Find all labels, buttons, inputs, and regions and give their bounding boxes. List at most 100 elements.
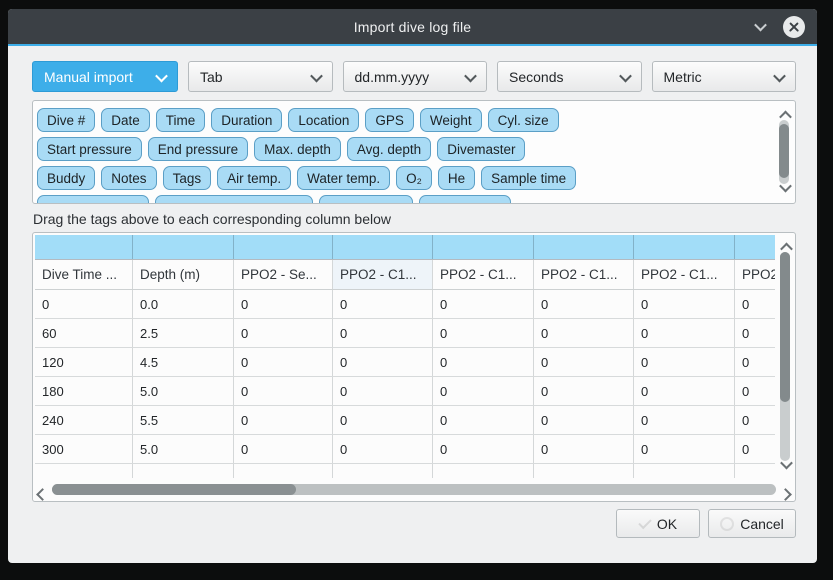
scroll-right-icon[interactable] <box>779 486 792 501</box>
drag-tag[interactable]: Weight <box>419 108 482 132</box>
table-cell: 0 <box>534 435 634 463</box>
cancel-button-label: Cancel <box>740 515 784 532</box>
drag-tag[interactable]: Air temp. <box>217 166 292 190</box>
drag-tag[interactable]: GPS <box>365 108 414 132</box>
scroll-left-icon[interactable] <box>36 486 49 501</box>
scroll-down-icon[interactable] <box>779 179 792 197</box>
table-cell: 0 <box>534 290 634 318</box>
drag-tag[interactable] <box>37 195 149 203</box>
table-cell: 0 <box>634 348 735 376</box>
drag-tag[interactable]: Water temp. <box>297 166 391 190</box>
column-header-cell: Depth (m) <box>133 260 234 289</box>
drag-tag[interactable] <box>319 195 413 203</box>
import-settings-row: Manual import Tab dd.mm.yyyy Seconds Met… <box>32 61 796 92</box>
drag-tag[interactable]: Cyl. size <box>487 108 559 132</box>
table-body: 0 0.0 0 0 0 0 0 0 60 2.5 0 0 0 0 0 0 120 4.5 0 0 0 0 0 0 180 5.0 0… <box>35 290 775 478</box>
import-dive-log-dialog: Import dive log file Manual import Tab d… <box>8 9 817 563</box>
chevron-down-icon <box>618 69 632 85</box>
check-icon <box>638 515 652 529</box>
table-vertical-scrollbar[interactable] <box>778 236 793 477</box>
drag-tag[interactable] <box>155 195 313 203</box>
scrollbar-thumb[interactable] <box>780 252 790 402</box>
table-cell: 0 <box>735 406 775 434</box>
column-drop-cell[interactable] <box>35 235 133 259</box>
table-cell: 0.0 <box>133 290 234 318</box>
column-drop-cell[interactable] <box>735 235 775 259</box>
column-drop-cell[interactable] <box>234 235 333 259</box>
table-cell <box>133 464 234 478</box>
table-cell: 0 <box>333 435 433 463</box>
table-cell: 0 <box>35 290 133 318</box>
table-cell: 0 <box>333 348 433 376</box>
drag-tag[interactable]: He <box>437 166 476 190</box>
units-select[interactable]: Metric <box>651 61 796 92</box>
shade-button[interactable] <box>754 16 767 38</box>
column-drop-cell[interactable] <box>433 235 534 259</box>
table-cell: 180 <box>35 377 133 405</box>
column-mapping-table: Dive Time ... Depth (m) PPO2 - Se... PPO2 -… <box>32 232 796 502</box>
drag-tag[interactable] <box>419 195 511 203</box>
table-cell: 300 <box>35 435 133 463</box>
import-mode-select[interactable]: Manual import <box>32 61 178 92</box>
drag-tag[interactable]: Max. depth <box>254 137 341 161</box>
drag-tag[interactable]: Divemaster <box>437 137 526 161</box>
column-header-cell: PPO2 - C1... <box>333 260 433 289</box>
drag-tag[interactable]: Start pressure <box>37 137 142 161</box>
table-cell <box>534 464 634 478</box>
column-drop-cell[interactable] <box>534 235 634 259</box>
table-cell: 0 <box>234 319 333 347</box>
drag-tag[interactable]: Location <box>288 108 360 132</box>
table-row: 0 0.0 0 0 0 0 0 0 <box>35 290 775 319</box>
drag-tag[interactable]: Duration <box>211 108 283 132</box>
drag-tag[interactable]: Sample time <box>481 166 577 190</box>
table-cell: 0 <box>735 290 775 318</box>
table-cell: 0 <box>234 435 333 463</box>
column-drop-cell[interactable] <box>634 235 735 259</box>
column-drop-cell[interactable] <box>333 235 433 259</box>
drag-tag[interactable]: Dive # <box>37 108 96 132</box>
table-cell: 0 <box>234 406 333 434</box>
table-cell: 0 <box>634 377 735 405</box>
drag-tag[interactable]: Date <box>101 108 150 132</box>
table-horizontal-scrollbar[interactable] <box>36 481 792 501</box>
drag-tag[interactable]: Time <box>155 108 206 132</box>
drag-tag[interactable]: Tags <box>162 166 212 190</box>
scrollbar-thumb[interactable] <box>779 124 789 178</box>
scrollbar-track[interactable] <box>52 484 776 495</box>
close-button[interactable] <box>783 15 805 38</box>
table-cell: 0 <box>433 348 534 376</box>
table-cell: 0 <box>433 290 534 318</box>
scrollbar-thumb[interactable] <box>52 484 296 495</box>
ok-button[interactable]: OK <box>616 509 700 538</box>
cancel-icon <box>720 516 735 531</box>
table-cell: 0 <box>234 348 333 376</box>
tags-vertical-scrollbar[interactable] <box>777 104 792 200</box>
table-row: 240 5.5 0 0 0 0 0 0 <box>35 406 775 435</box>
table-cell: 0 <box>534 406 634 434</box>
duration-format-select[interactable]: Seconds <box>497 61 642 92</box>
table-cell: 0 <box>735 377 775 405</box>
table-cell: 5.0 <box>133 435 234 463</box>
tag-rows: Dive # Date Time Duration Location GPS Weight C… <box>37 108 769 203</box>
table-cell: 0 <box>735 348 775 376</box>
table-row: 300 5.0 0 0 0 0 0 0 <box>35 435 775 464</box>
column-drop-cell[interactable] <box>133 235 234 259</box>
field-separator-select[interactable]: Tab <box>188 61 333 92</box>
drag-tag[interactable]: End pressure <box>147 137 249 161</box>
drag-tag[interactable]: O₂ <box>396 166 432 190</box>
table-cell: 0 <box>333 406 433 434</box>
units-value: Metric <box>663 68 702 85</box>
table-cell: 0 <box>634 290 735 318</box>
table-cell: 0 <box>433 435 534 463</box>
column-header-cell: Dive Time ... <box>35 260 133 289</box>
drag-tag[interactable]: Notes <box>101 166 157 190</box>
table-cell: 0 <box>433 377 534 405</box>
cancel-button[interactable]: Cancel <box>708 509 796 538</box>
date-format-select[interactable]: dd.mm.yyyy <box>342 61 487 92</box>
drag-tag[interactable]: Avg. depth <box>346 137 432 161</box>
table-viewport: Dive Time ... Depth (m) PPO2 - Se... PPO2 -… <box>35 235 775 478</box>
drag-tag[interactable]: Buddy <box>37 166 96 190</box>
table-header-row: Dive Time ... Depth (m) PPO2 - Se... PPO2 -… <box>35 260 775 290</box>
titlebar[interactable]: Import dive log file <box>8 9 817 46</box>
scroll-down-icon[interactable] <box>780 456 793 474</box>
